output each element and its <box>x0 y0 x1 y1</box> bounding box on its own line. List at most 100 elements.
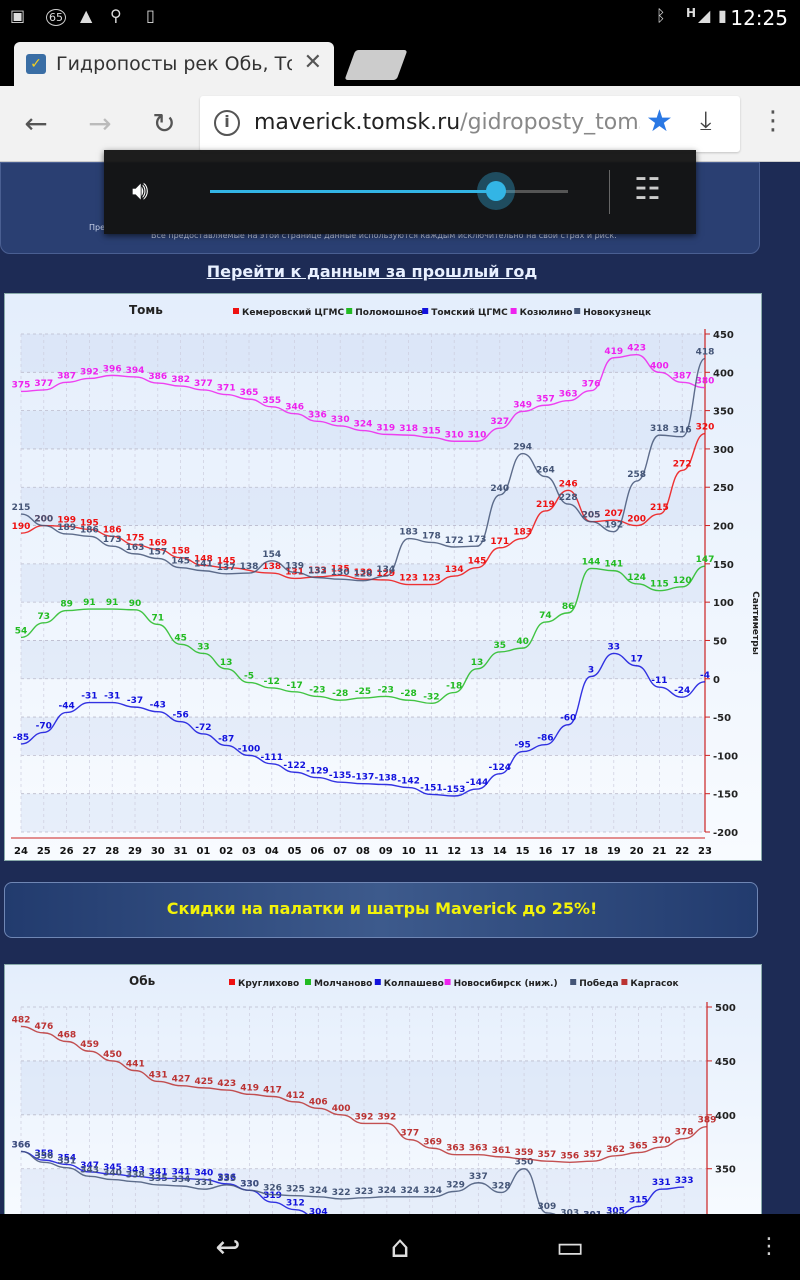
data-label: 392 <box>355 1112 374 1122</box>
data-label: -100 <box>238 744 261 754</box>
ob-chart-panel: 300 350 400 450 500 Обь Круглихово Молчаново Кол… <box>4 964 762 1214</box>
legend-label: Круглихово <box>238 979 299 989</box>
back-arrow-icon[interactable]: ← <box>24 107 48 140</box>
data-label: 319 <box>263 1191 282 1201</box>
overflow-menu-icon[interactable]: ⋮ <box>760 106 786 136</box>
x-tick-label: 09 <box>379 846 393 857</box>
bookmark-star-icon[interactable]: ★ <box>646 104 673 139</box>
browser-tab[interactable]: ✓ Гидропосты рек Обь, Томь ✕ <box>14 42 334 86</box>
data-label: -135 <box>329 771 352 781</box>
legend-label: Томский ЦГМС <box>431 308 508 318</box>
volume-divider <box>609 170 610 214</box>
info-icon[interactable]: i <box>214 110 240 136</box>
screen-icon: ▣ <box>10 6 26 25</box>
data-label: 380 <box>696 377 715 387</box>
data-label: 138 <box>240 562 259 572</box>
url-text[interactable]: maverick.tomsk.ru/gidroposty_tomsk.ph <box>254 110 640 135</box>
address-bar[interactable]: i maverick.tomsk.ru/gidroposty_tomsk.ph … <box>200 96 740 152</box>
data-label: 135 <box>331 564 350 574</box>
data-label: 459 <box>80 1040 99 1050</box>
grid-band <box>21 793 705 832</box>
data-label: 328 <box>492 1181 511 1191</box>
tab-close-button[interactable]: ✕ <box>303 50 322 75</box>
y-tick-label: -50 <box>713 713 731 724</box>
recent-apps-icon[interactable]: ▭ <box>555 1230 585 1265</box>
data-label: 171 <box>490 537 509 547</box>
volume-panel: 🔊︎ ☷ <box>104 150 696 234</box>
notification-count-icon: 65 <box>46 9 66 26</box>
data-label: 215 <box>12 503 31 513</box>
y-tick-label: 0 <box>713 675 720 686</box>
data-label: 189 <box>57 523 76 533</box>
nav-menu-icon[interactable]: ⋮ <box>758 1234 780 1259</box>
legend-swatch <box>574 308 581 314</box>
data-label: 173 <box>103 535 122 545</box>
data-label: 158 <box>171 547 190 557</box>
data-label: 178 <box>422 531 441 541</box>
data-label: 361 <box>492 1146 511 1156</box>
x-tick-label: 03 <box>242 846 256 857</box>
volume-slider[interactable] <box>210 172 568 210</box>
x-tick-label: 25 <box>37 846 51 857</box>
data-label: -72 <box>195 723 211 733</box>
sound-settings-icon[interactable]: ☷ <box>634 172 661 207</box>
x-tick-label: 21 <box>652 846 666 857</box>
data-label: -70 <box>36 721 52 731</box>
x-tick-label: 10 <box>402 846 416 857</box>
grid-band <box>21 487 705 526</box>
data-label: 13 <box>220 658 233 668</box>
data-label: 376 <box>582 380 601 390</box>
y-tick-label: 450 <box>713 330 734 341</box>
data-label: 392 <box>377 1112 396 1122</box>
volume-thumb[interactable] <box>477 172 516 210</box>
battery-icon: ▮ <box>718 6 727 25</box>
data-label: -138 <box>375 773 398 783</box>
data-label: 148 <box>194 554 213 564</box>
data-label: 129 <box>376 569 395 579</box>
back-icon[interactable]: ↩ <box>215 1230 241 1265</box>
url-host: maverick.tomsk.ru <box>254 110 461 135</box>
data-label: 305 <box>606 1206 625 1214</box>
data-label: 363 <box>469 1144 488 1154</box>
data-label: 154 <box>262 550 281 560</box>
data-label: 377 <box>34 379 53 389</box>
data-label: -142 <box>397 777 420 787</box>
home-icon[interactable]: ⌂ <box>390 1230 410 1265</box>
x-tick-label: 28 <box>105 846 119 857</box>
data-label: 294 <box>513 443 532 453</box>
prev-year-link[interactable]: Перейти к данным за прошлый год <box>206 262 538 281</box>
data-label: 205 <box>582 511 601 521</box>
data-label: 441 <box>126 1060 145 1070</box>
data-label: 354 <box>57 1153 76 1163</box>
data-label: 304 <box>309 1207 328 1214</box>
data-label: 334 <box>172 1175 191 1185</box>
data-label: -23 <box>309 685 325 695</box>
promo-banner[interactable]: Скидки на палатки и шатры Maverick до 25… <box>4 882 758 938</box>
speaker-icon[interactable]: 🔊︎ <box>132 176 149 206</box>
data-label: -111 <box>261 753 284 763</box>
data-label: -4 <box>700 671 710 681</box>
legend-swatch <box>305 979 311 985</box>
data-label: 400 <box>650 361 669 371</box>
data-label: 419 <box>604 347 623 357</box>
data-label: 240 <box>490 484 509 494</box>
reload-icon[interactable]: ↻ <box>152 107 176 140</box>
legend-label: Каргасок <box>630 979 678 989</box>
data-label: -31 <box>104 692 120 702</box>
data-label: 336 <box>308 410 327 420</box>
x-tick-label: 23 <box>698 846 712 857</box>
data-label: -43 <box>150 701 166 711</box>
forward-arrow-icon[interactable]: → <box>88 107 112 140</box>
data-label: 359 <box>515 1148 534 1158</box>
data-label: 130 <box>354 568 373 578</box>
data-label: 324 <box>423 1186 442 1196</box>
y-tick-label: 400 <box>713 368 734 379</box>
download-page-icon[interactable]: ⤓ <box>700 106 712 136</box>
data-label: 132 <box>308 567 327 577</box>
data-label: 377 <box>194 379 213 389</box>
new-tab-button[interactable] <box>344 50 408 80</box>
data-label: 139 <box>285 561 304 571</box>
data-label: 419 <box>240 1083 259 1093</box>
x-tick-label: 13 <box>470 846 484 857</box>
data-label: 33 <box>197 642 210 652</box>
